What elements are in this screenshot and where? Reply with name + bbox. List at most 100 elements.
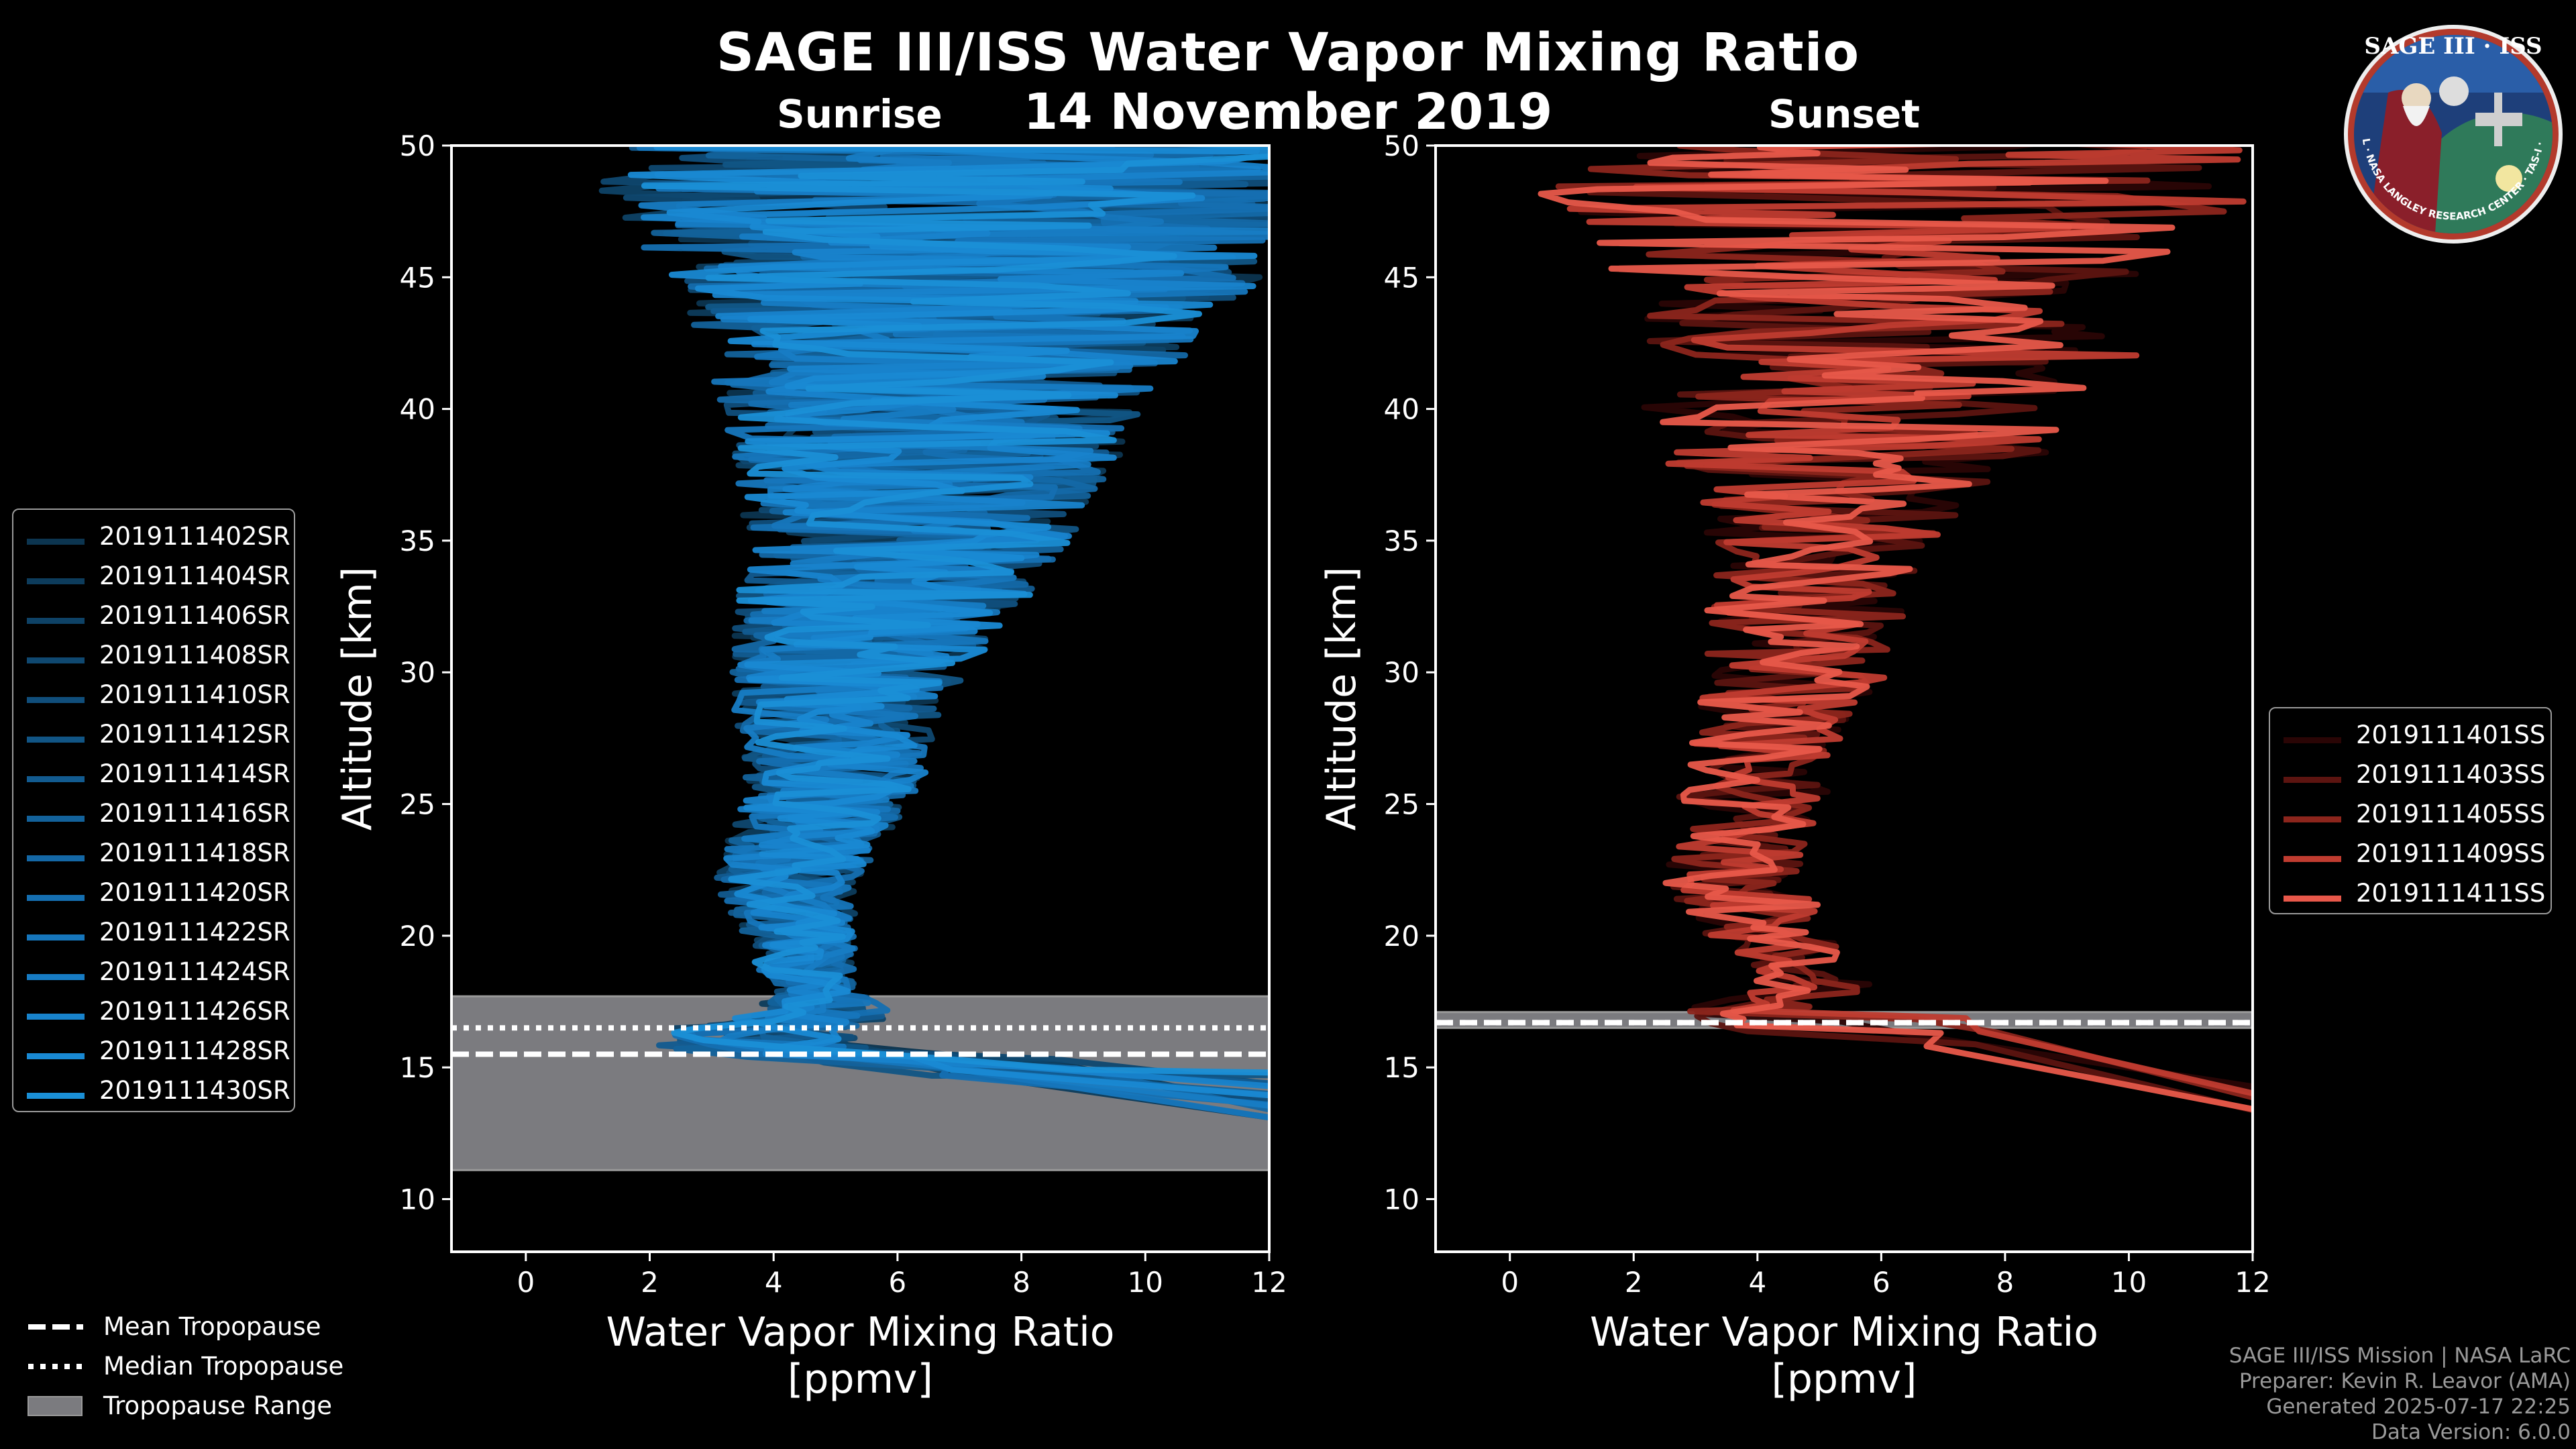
sunrise-ytick-label: 10	[400, 1183, 435, 1216]
legend-swatch	[27, 816, 85, 822]
legend-label: 2019111403SS	[2356, 760, 2546, 789]
legend-swatch	[27, 578, 85, 584]
footer-line-3: Generated 2025-07-17 22:25	[2266, 1395, 2571, 1419]
sunrise-xlabel: Water Vapor Mixing Ratio	[606, 1309, 1115, 1356]
legend-label: 2019111426SR	[99, 997, 290, 1026]
sunset-ytick-label: 40	[1384, 393, 1419, 426]
legend-swatch	[27, 737, 85, 743]
footer-line-2: Preparer: Kevin R. Leavor (AMA)	[2239, 1369, 2571, 1393]
sunrise-ytick-label: 40	[400, 393, 435, 426]
legend-label: 2019111409SS	[2356, 839, 2546, 868]
legend-swatch	[27, 974, 85, 980]
sunrise-ytick-label: 25	[400, 788, 435, 821]
footer-line-4: Data Version: 6.0.0	[2371, 1420, 2571, 1444]
legend-label: 2019111412SR	[99, 720, 290, 749]
sunset-xtick-label: 0	[1501, 1266, 1519, 1299]
logo-text: SAGE III · ISS	[2364, 33, 2542, 60]
sunset-panel-title: Sunset	[1768, 91, 1920, 137]
chart-title: SAGE III/ISS Water Vapor Mixing Ratio	[716, 23, 1860, 83]
sunrise-plot: 0 2 4 6 8 10 12 10 15 20 25 30 35 40 45 50 Water Vapor M…	[334, 129, 1287, 1403]
legend-swatch	[27, 539, 85, 545]
sunrise-panel-title: Sunrise	[777, 91, 943, 137]
legend-swatch	[27, 776, 85, 782]
sunrise-xtick-label: 12	[1251, 1266, 1287, 1299]
sunset-legend: 2019111401SS 2019111403SS 2019111405SS 2019…	[2269, 707, 2552, 914]
sunrise-xtick-label: 8	[1012, 1266, 1030, 1299]
sunset-ytick-label: 50	[1384, 129, 1419, 162]
legend-label: 2019111402SR	[99, 522, 290, 551]
legend-swatch	[2284, 737, 2341, 743]
legend-label: 2019111416SR	[99, 799, 290, 828]
legend-label: 2019111404SR	[99, 561, 290, 590]
sunset-xtick-label: 4	[1748, 1266, 1766, 1299]
sunrise-xtick-label: 0	[517, 1266, 535, 1299]
sunset-xlabel: Water Vapor Mixing Ratio	[1590, 1309, 2098, 1356]
sunset-profiles	[1538, 146, 2253, 1114]
legend-swatch	[27, 1014, 85, 1020]
sunset-ytick-label: 30	[1384, 656, 1419, 689]
footer-line-1: SAGE III/ISS Mission | NASA LaRC	[2229, 1344, 2571, 1368]
sunrise-xtick-label: 4	[765, 1266, 783, 1299]
sunrise-series-2019111430SR	[641, 146, 1269, 1076]
sunset-ytick-label: 15	[1384, 1051, 1419, 1084]
legend-label: 2019111401SS	[2356, 720, 2546, 749]
legend-swatch	[27, 855, 85, 861]
legend-label: 2019111408SR	[99, 641, 290, 669]
legend-swatch	[2284, 896, 2341, 902]
sunset-xtick-label: 12	[2235, 1266, 2270, 1299]
legend-swatch	[27, 934, 85, 941]
sunrise-axes-frame	[450, 144, 1271, 1253]
legend-swatch	[27, 895, 85, 901]
sunset-axes-frame	[1434, 144, 2254, 1253]
legend-label: 2019111405SS	[2356, 800, 2546, 828]
legend-label: 2019111410SR	[99, 680, 290, 709]
legend-swatch	[27, 657, 85, 663]
legend-median-label: Median Tropopause	[103, 1352, 344, 1381]
sunset-xlabel: [ppmv]	[1772, 1356, 1917, 1403]
footer: SAGE III/ISS Mission | NASA LaRC Prepare…	[2229, 1343, 2571, 1445]
sunrise-ytick-label: 15	[400, 1051, 435, 1084]
sunrise-ytick-label: 35	[400, 525, 435, 557]
sunrise-profiles	[598, 146, 1269, 1121]
sunset-ytick-label: 35	[1384, 525, 1419, 557]
sunrise-xtick-label: 10	[1128, 1266, 1163, 1299]
sunset-ytick-label: 10	[1384, 1183, 1419, 1216]
sunset-xtick-label: 6	[1872, 1266, 1890, 1299]
sunset-ytick-label: 45	[1384, 261, 1419, 294]
sunrise-ytick-label: 45	[400, 261, 435, 294]
sunrise-xtick-label: 6	[889, 1266, 907, 1299]
sunrise-ytick-label: 20	[400, 920, 435, 953]
legend-label: 2019111418SR	[99, 839, 290, 867]
legend-label: 2019111420SR	[99, 878, 290, 907]
chart-date: 14 November 2019	[1023, 83, 1553, 141]
legend-label: 2019111411SS	[2356, 879, 2546, 908]
legend-label: 2019111414SR	[99, 759, 290, 788]
legend-swatch	[2284, 777, 2341, 783]
sunrise-ytick-label: 50	[400, 129, 435, 162]
legend-label: 2019111406SR	[99, 601, 290, 630]
legend-label: 2019111428SR	[99, 1036, 290, 1065]
sunset-xtick-label: 2	[1625, 1266, 1643, 1299]
legend-label: 2019111424SR	[99, 957, 290, 986]
sunset-series-2019111411SS	[1538, 146, 2253, 1112]
legend-range-label: Tropopause Range	[103, 1391, 333, 1420]
sunset-ytick-label: 25	[1384, 788, 1419, 821]
legend-swatch	[2284, 816, 2341, 822]
sunset-ylabel: Altitude [km]	[1318, 567, 1365, 831]
sunrise-series-2019111428SR	[627, 146, 1269, 1099]
legend-swatch	[27, 1093, 85, 1099]
legend-swatch	[27, 618, 85, 624]
sunset-plot: 0 2 4 6 8 10 12 10 15 20 25 30 35 40 45 50 Water Vapor M…	[1318, 129, 2271, 1403]
sunset-xtick-label: 8	[1996, 1266, 2015, 1299]
legend-label: 2019111422SR	[99, 918, 290, 947]
legend-label: 2019111430SR	[99, 1076, 290, 1105]
sunrise-legend: 2019111402SR 2019111404SR 2019111406SR 2019…	[12, 508, 295, 1112]
sage-iss-logo: SAGE III · ISS BALL · NASA LANGLEY RESEA…	[2337, 3, 2566, 260]
sunset-ytick-label: 20	[1384, 920, 1419, 953]
legend-mean-label: Mean Tropopause	[103, 1312, 321, 1341]
sunrise-ylabel: Altitude [km]	[334, 567, 381, 831]
sunset-xtick-label: 10	[2111, 1266, 2147, 1299]
legend-swatch	[27, 697, 85, 703]
sunrise-ytick-label: 30	[400, 656, 435, 689]
sunrise-xlabel: [ppmv]	[788, 1356, 933, 1403]
